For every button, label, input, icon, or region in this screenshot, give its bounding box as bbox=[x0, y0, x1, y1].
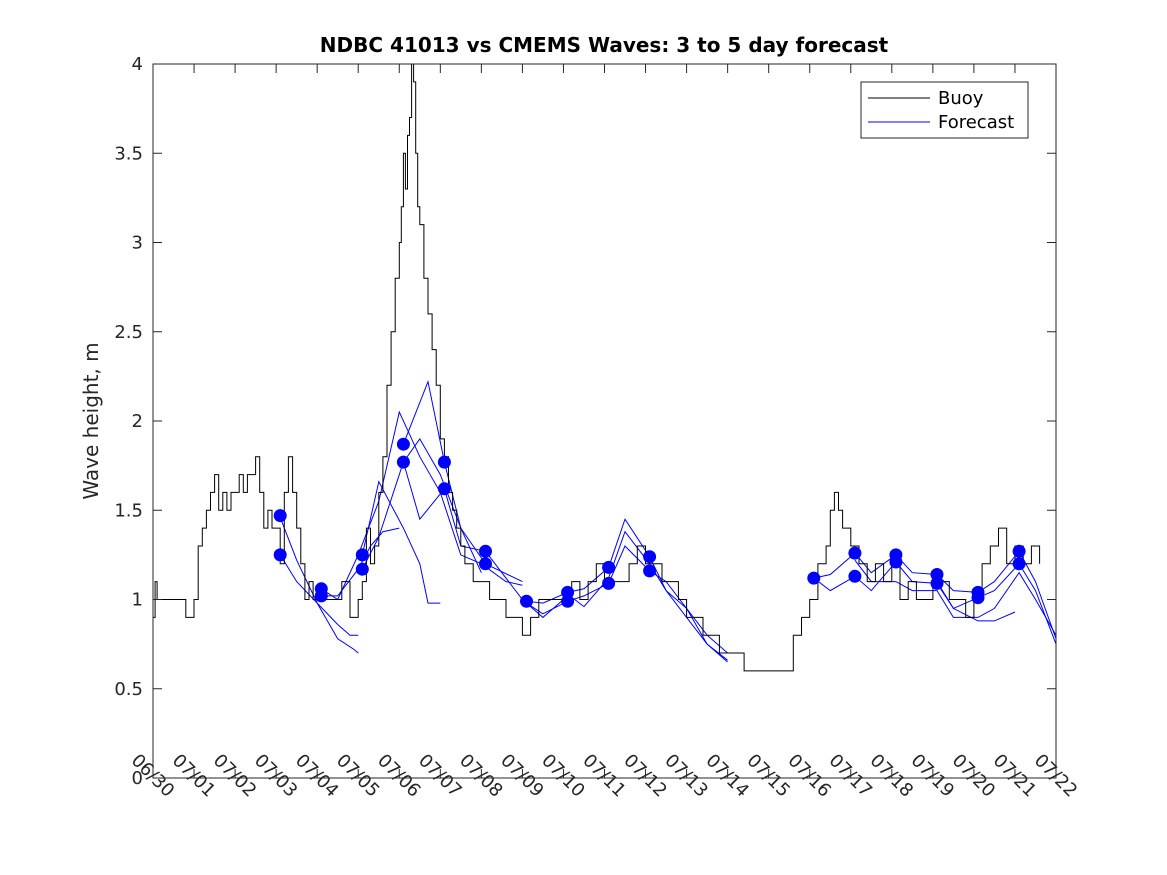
legend-buoy-label: Buoy bbox=[938, 88, 984, 109]
y-tick-label: 3 bbox=[132, 233, 143, 254]
y-tick-label: 2 bbox=[132, 411, 143, 432]
forecast-marker bbox=[848, 546, 862, 560]
y-axis-label: Wave height, m bbox=[79, 342, 103, 499]
forecast-marker bbox=[1012, 557, 1026, 571]
forecast-line-8 bbox=[526, 518, 728, 661]
forecast-line-1 bbox=[279, 554, 359, 636]
forecast-marker bbox=[930, 568, 944, 581]
forecast-marker bbox=[889, 555, 903, 569]
forecast-marker bbox=[561, 585, 575, 599]
forecast-line-14 bbox=[936, 581, 1016, 622]
y-axis: 0 0.5 1 1.5 2 2.5 3 3.5 4 bbox=[114, 54, 1056, 789]
y-tick-label: 4 bbox=[132, 54, 143, 75]
buoy-line bbox=[153, 63, 1041, 672]
forecast-marker bbox=[971, 591, 985, 605]
chart-title: NDBC 41013 vs CMEMS Waves: 3 to 5 day fo… bbox=[320, 33, 889, 57]
y-tick-label: 3.5 bbox=[114, 143, 143, 164]
plot-background bbox=[153, 64, 1056, 778]
forecast-marker bbox=[396, 437, 410, 451]
legend-forecast-label: Forecast bbox=[938, 112, 1014, 133]
forecast-marker bbox=[355, 548, 369, 562]
forecast-marker bbox=[479, 557, 492, 571]
plot-area: 06/3007/0107/0207/0307/0407/0507/0607/07… bbox=[114, 54, 1081, 802]
legend: Buoy Forecast bbox=[860, 81, 1029, 139]
forecast-marker bbox=[643, 564, 657, 578]
forecast-marker bbox=[643, 550, 657, 564]
forecast-marker bbox=[602, 560, 616, 574]
forecast-line-7 bbox=[402, 461, 564, 619]
forecast-marker bbox=[479, 544, 492, 558]
y-tick-label: 1.5 bbox=[114, 500, 143, 521]
forecast-marker bbox=[602, 576, 616, 590]
forecast-marker bbox=[273, 548, 287, 562]
forecast-marker bbox=[520, 594, 533, 608]
legend-box bbox=[860, 81, 1029, 139]
forecast-marker bbox=[396, 455, 410, 469]
forecast-marker bbox=[848, 569, 862, 583]
y-tick-label: 0 bbox=[132, 768, 143, 789]
y-tick-label: 1 bbox=[132, 590, 143, 611]
forecast-marker bbox=[437, 455, 451, 469]
forecast-marker bbox=[273, 509, 287, 523]
y-tick-label: 0.5 bbox=[114, 679, 143, 700]
forecast-marker bbox=[314, 589, 328, 603]
forecast-markers bbox=[273, 437, 1026, 608]
forecast-marker bbox=[355, 562, 369, 576]
forecast-marker bbox=[930, 576, 944, 590]
y-tick-label: 2.5 bbox=[114, 322, 143, 343]
forecast-marker bbox=[1012, 544, 1026, 558]
forecast-marker bbox=[561, 594, 575, 608]
forecast-line-0 bbox=[279, 517, 359, 654]
forecast-marker bbox=[437, 482, 451, 496]
forecast-line-4 bbox=[361, 480, 441, 604]
forecast-marker bbox=[807, 571, 821, 585]
